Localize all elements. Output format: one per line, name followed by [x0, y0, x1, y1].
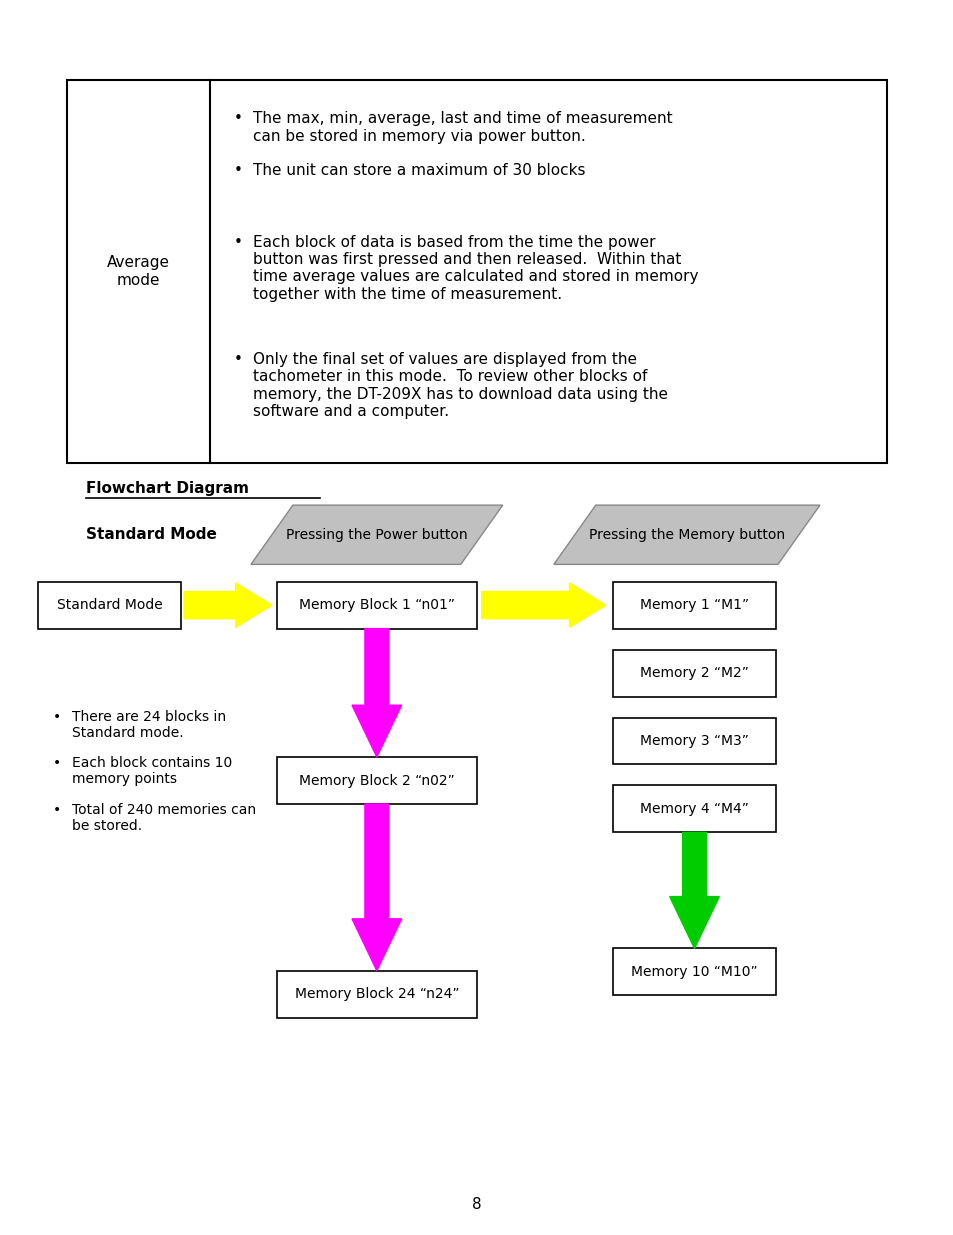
Text: Memory 10 “M10”: Memory 10 “M10”: [631, 965, 757, 979]
FancyBboxPatch shape: [613, 785, 775, 832]
Text: Each block contains 10
memory points: Each block contains 10 memory points: [71, 756, 232, 785]
Text: Memory Block 2 “n02”: Memory Block 2 “n02”: [298, 773, 455, 788]
FancyBboxPatch shape: [38, 582, 181, 629]
FancyBboxPatch shape: [613, 582, 775, 629]
Polygon shape: [184, 583, 272, 627]
Text: Memory Block 24 “n24”: Memory Block 24 “n24”: [294, 987, 458, 1002]
Polygon shape: [251, 505, 502, 564]
Polygon shape: [352, 804, 401, 971]
Text: Memory Block 1 “n01”: Memory Block 1 “n01”: [298, 598, 455, 613]
Text: Standard Mode: Standard Mode: [57, 598, 162, 613]
FancyBboxPatch shape: [276, 757, 476, 804]
Text: •: •: [233, 163, 242, 178]
Text: Pressing the Memory button: Pressing the Memory button: [588, 527, 784, 542]
FancyBboxPatch shape: [613, 718, 775, 764]
Text: Memory 2 “M2”: Memory 2 “M2”: [639, 666, 748, 680]
Text: •: •: [52, 756, 61, 769]
FancyBboxPatch shape: [613, 948, 775, 995]
Polygon shape: [481, 583, 605, 627]
Text: The max, min, average, last and time of measurement
can be stored in memory via : The max, min, average, last and time of …: [253, 111, 672, 143]
Text: Pressing the Power button: Pressing the Power button: [286, 527, 467, 542]
Text: •: •: [233, 235, 242, 249]
Text: •: •: [233, 111, 242, 126]
Text: The unit can store a maximum of 30 blocks: The unit can store a maximum of 30 block…: [253, 163, 585, 178]
Text: Total of 240 memories can
be stored.: Total of 240 memories can be stored.: [71, 803, 255, 832]
Text: •: •: [52, 803, 61, 816]
FancyBboxPatch shape: [276, 582, 476, 629]
Text: Standard Mode: Standard Mode: [86, 527, 216, 542]
Text: There are 24 blocks in
Standard mode.: There are 24 blocks in Standard mode.: [71, 710, 226, 740]
Text: Only the final set of values are displayed from the
tachometer in this mode.  To: Only the final set of values are display…: [253, 352, 667, 419]
Text: •: •: [52, 710, 61, 724]
Polygon shape: [669, 832, 719, 948]
Text: Memory 3 “M3”: Memory 3 “M3”: [639, 734, 748, 748]
FancyBboxPatch shape: [67, 80, 886, 463]
Text: 8: 8: [472, 1197, 481, 1212]
Polygon shape: [352, 629, 401, 757]
Text: •: •: [233, 352, 242, 367]
Polygon shape: [553, 505, 819, 564]
Text: Memory 4 “M4”: Memory 4 “M4”: [639, 802, 748, 816]
FancyBboxPatch shape: [613, 650, 775, 697]
Text: Each block of data is based from the time the power
button was first pressed and: Each block of data is based from the tim…: [253, 235, 698, 301]
Text: Memory 1 “M1”: Memory 1 “M1”: [639, 598, 748, 613]
Text: Flowchart Diagram: Flowchart Diagram: [86, 482, 249, 496]
FancyBboxPatch shape: [276, 971, 476, 1018]
Text: Average
mode: Average mode: [107, 256, 170, 288]
